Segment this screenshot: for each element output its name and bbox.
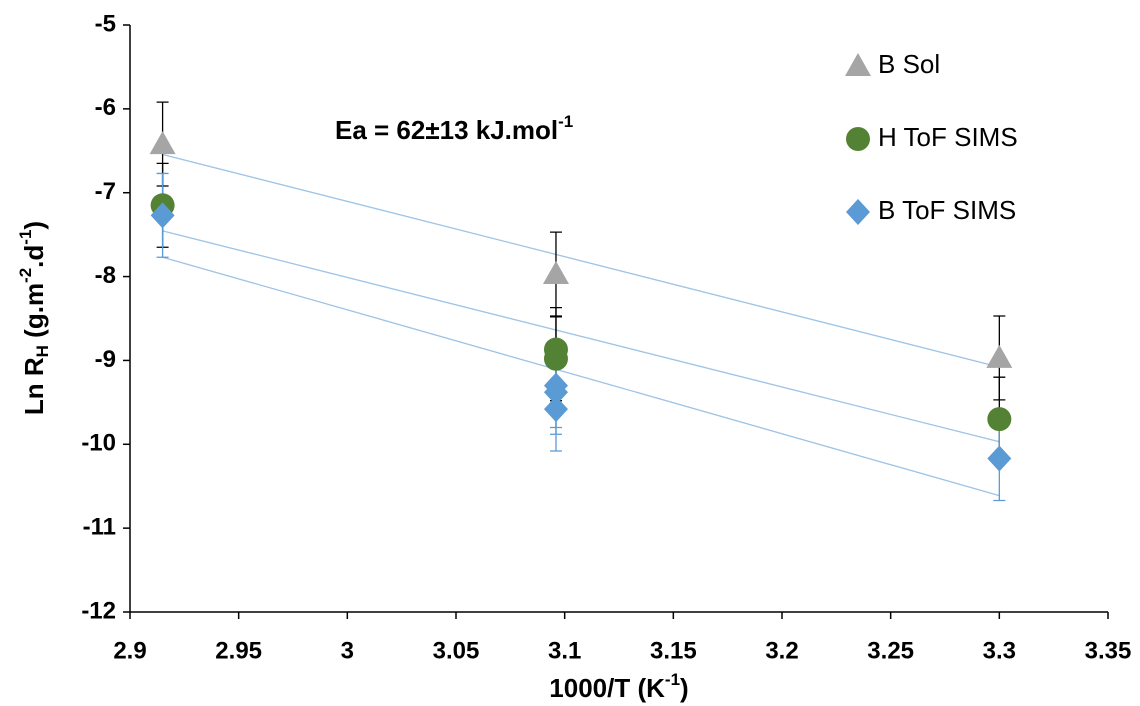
y-label-tail: ) (19, 221, 49, 230)
x-tick-label: 3.15 (650, 637, 697, 664)
x-tick-label: 3 (341, 637, 354, 664)
y-tick-label: -7 (95, 178, 116, 205)
legend-label: B ToF SIMS (878, 195, 1016, 225)
x-tick-label: 3.3 (983, 637, 1016, 664)
x-tick-label: 2.9 (113, 637, 146, 664)
y-label-unit: .d (19, 245, 49, 268)
trendline (162, 153, 1000, 368)
legend-marker (846, 199, 870, 225)
y-label-unit: (g.m (19, 283, 49, 345)
legend-marker (845, 53, 871, 76)
y-tick-label: -6 (95, 94, 116, 121)
annotation-sup: -1 (558, 112, 573, 131)
y-label-sub: H (33, 345, 52, 357)
y-tick-label: -5 (95, 10, 116, 37)
point (150, 202, 175, 229)
y-tick-label: -12 (81, 597, 116, 624)
point (543, 346, 568, 371)
y-tick-label: -11 (83, 513, 116, 540)
x-label-sup: -1 (665, 670, 680, 689)
x-tick-label: 3.05 (433, 637, 480, 664)
y-label-main: Ln R (19, 357, 49, 415)
x-tick-label: 3.1 (548, 637, 581, 664)
y-label-sup: -1 (16, 230, 35, 245)
y-label-sup: -2 (16, 268, 35, 283)
y-tick-label: -8 (95, 262, 116, 289)
x-tick-label: 2.95 (215, 637, 262, 664)
point (542, 261, 569, 285)
x-label-text: 1000/T (K (549, 673, 665, 703)
y-tick-label: -9 (95, 346, 116, 373)
point (987, 407, 1012, 432)
x-tick-label: 3.35 (1085, 637, 1132, 664)
y-axis-label: Ln RH (g.m-2.d-1) (16, 221, 52, 415)
legend-label: H ToF SIMS (878, 122, 1018, 152)
annotation-text: Ea = 62±13 kJ.mol (335, 115, 558, 145)
point (986, 344, 1013, 368)
point (543, 379, 568, 406)
y-tick-label: -10 (81, 430, 116, 457)
x-tick-label: 3.25 (867, 637, 914, 664)
point (543, 396, 568, 423)
x-axis-label: 1000/T (K-1) (549, 670, 688, 702)
trendline (162, 256, 1000, 497)
point (149, 131, 176, 155)
x-label-tail: ) (680, 673, 689, 703)
point (987, 445, 1012, 472)
x-tick-label: 3.2 (765, 637, 798, 664)
legend-marker (846, 127, 870, 151)
trendline (162, 230, 1000, 443)
annotation: Ea = 62±13 kJ.mol-1 (335, 112, 573, 144)
legend-label: B Sol (878, 49, 940, 79)
